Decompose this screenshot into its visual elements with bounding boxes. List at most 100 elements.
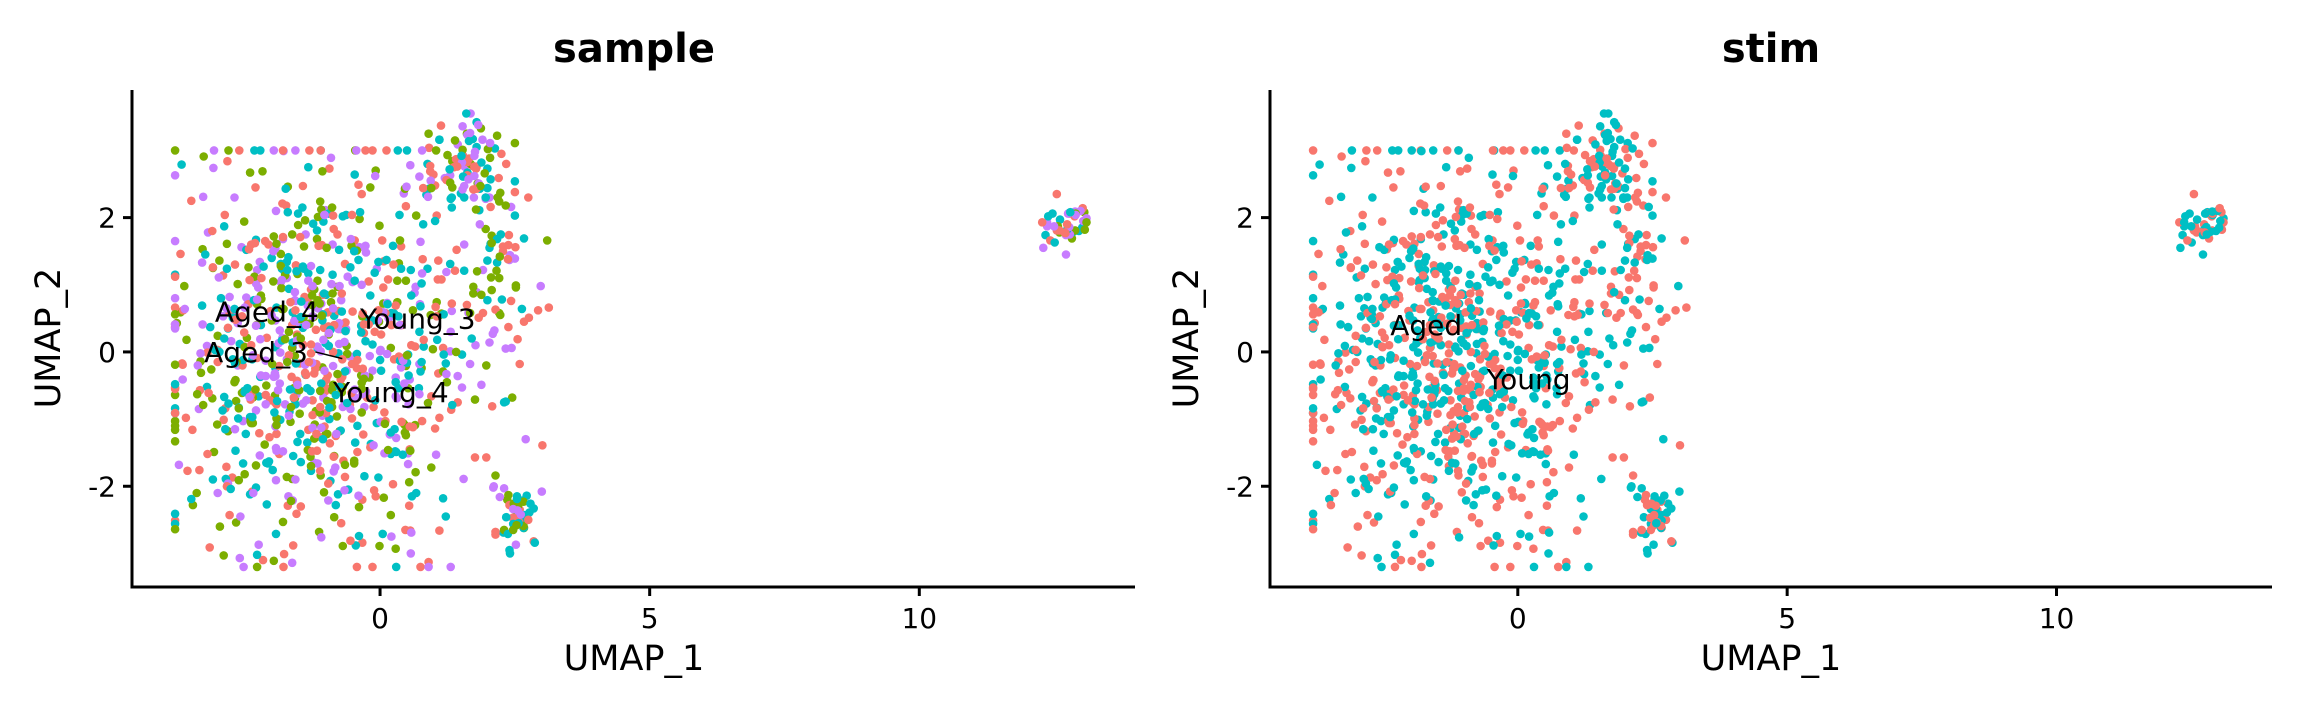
point-aged-4 <box>327 203 337 212</box>
point-young <box>1466 304 1476 313</box>
point-aged-4 <box>1080 225 1090 234</box>
point-aged-3 <box>510 187 520 197</box>
point-young-4 <box>308 281 317 291</box>
point-young-3 <box>368 340 377 349</box>
point-young-3 <box>271 529 281 539</box>
point-young <box>1393 451 1402 460</box>
point-aged-4 <box>510 138 520 148</box>
point-aged <box>1308 384 1318 394</box>
point-aged-3 <box>308 410 317 420</box>
point-young <box>1356 312 1366 321</box>
point-aged-3 <box>170 272 180 282</box>
point-young-3 <box>337 307 347 316</box>
point-aged <box>1453 299 1462 308</box>
point-aged-3 <box>314 241 323 251</box>
point-aged-3 <box>237 312 247 321</box>
point-aged <box>1344 365 1354 374</box>
point-young-4 <box>406 160 415 170</box>
point-aged <box>1520 146 1529 155</box>
point-young <box>1644 202 1653 212</box>
point-young <box>1357 222 1367 231</box>
point-aged <box>1564 463 1574 472</box>
point-aged <box>1314 249 1323 259</box>
point-young <box>1639 397 1648 406</box>
point-aged-3 <box>230 260 240 269</box>
point-aged <box>1571 256 1581 265</box>
point-young-3 <box>252 550 262 560</box>
point-aged-4 <box>199 152 208 161</box>
point-aged-3 <box>181 413 191 423</box>
point-aged <box>1576 343 1586 353</box>
y-axis-title-sample: UMAP_2 <box>29 268 69 409</box>
point-aged-4 <box>269 232 279 241</box>
point-young <box>1597 474 1606 484</box>
point-young <box>2198 250 2208 259</box>
point-aged-3 <box>325 164 334 173</box>
point-young-3 <box>350 276 360 286</box>
point-aged-4 <box>492 266 501 276</box>
point-aged <box>1389 461 1399 470</box>
y-axis-title-stim: UMAP_2 <box>1167 268 1207 409</box>
point-young <box>1499 336 1508 346</box>
point-aged-3 <box>187 196 196 206</box>
point-young-4 <box>382 349 392 359</box>
point-young-3 <box>446 194 456 204</box>
point-young-3 <box>386 428 396 437</box>
point-young-3 <box>366 291 375 300</box>
point-young-3 <box>376 366 386 376</box>
point-aged-4 <box>277 283 286 293</box>
point-aged <box>1377 328 1387 337</box>
point-aged-4 <box>393 276 402 286</box>
point-aged-3 <box>338 355 347 364</box>
point-aged <box>1362 146 1371 155</box>
point-young <box>1649 540 1658 549</box>
point-aged <box>1318 281 1327 291</box>
point-young <box>1544 528 1554 537</box>
point-young-4 <box>170 293 180 303</box>
x-tick-label: 10 <box>2039 602 2075 635</box>
point-aged <box>1529 301 1538 310</box>
point-aged <box>1518 419 1527 429</box>
point-aged-4 <box>508 525 518 535</box>
point-aged-3 <box>258 555 268 565</box>
point-young-4 <box>458 122 467 131</box>
point-young-4 <box>301 396 311 405</box>
point-young <box>1643 250 1652 260</box>
point-young <box>1517 449 1527 458</box>
point-young-3 <box>293 437 302 447</box>
point-aged <box>1499 146 1508 155</box>
point-aged-4 <box>312 234 322 244</box>
point-aged-3 <box>434 256 443 265</box>
point-young-4 <box>327 279 336 289</box>
point-young-4 <box>336 295 346 305</box>
point-aged <box>1630 131 1639 140</box>
point-young-3 <box>208 475 218 484</box>
point-young <box>1499 387 1509 396</box>
point-aged-3 <box>204 388 213 398</box>
point-aged <box>1580 150 1590 160</box>
point-aged <box>1608 395 1617 404</box>
point-young <box>1397 262 1406 271</box>
point-young-3 <box>457 151 466 161</box>
point-young-4 <box>365 351 375 361</box>
point-young <box>1499 241 1508 251</box>
point-young <box>1603 128 1613 138</box>
point-aged <box>1343 543 1352 552</box>
point-young <box>1335 258 1345 267</box>
point-aged <box>1433 409 1442 419</box>
point-young <box>1635 295 1644 304</box>
point-young <box>1335 301 1345 310</box>
point-aged <box>1395 273 1404 283</box>
y-tick-label: -2 <box>88 470 116 503</box>
point-aged <box>1637 525 1646 535</box>
point-young-3 <box>342 398 352 408</box>
point-aged <box>1448 420 1457 429</box>
point-young-4 <box>324 496 333 505</box>
point-young <box>1503 291 1513 300</box>
point-aged <box>1625 402 1635 411</box>
point-aged-3 <box>250 238 260 248</box>
point-young-3 <box>216 293 226 303</box>
point-young <box>1446 219 1456 228</box>
point-aged-3 <box>374 306 383 315</box>
point-aged <box>1421 182 1430 191</box>
